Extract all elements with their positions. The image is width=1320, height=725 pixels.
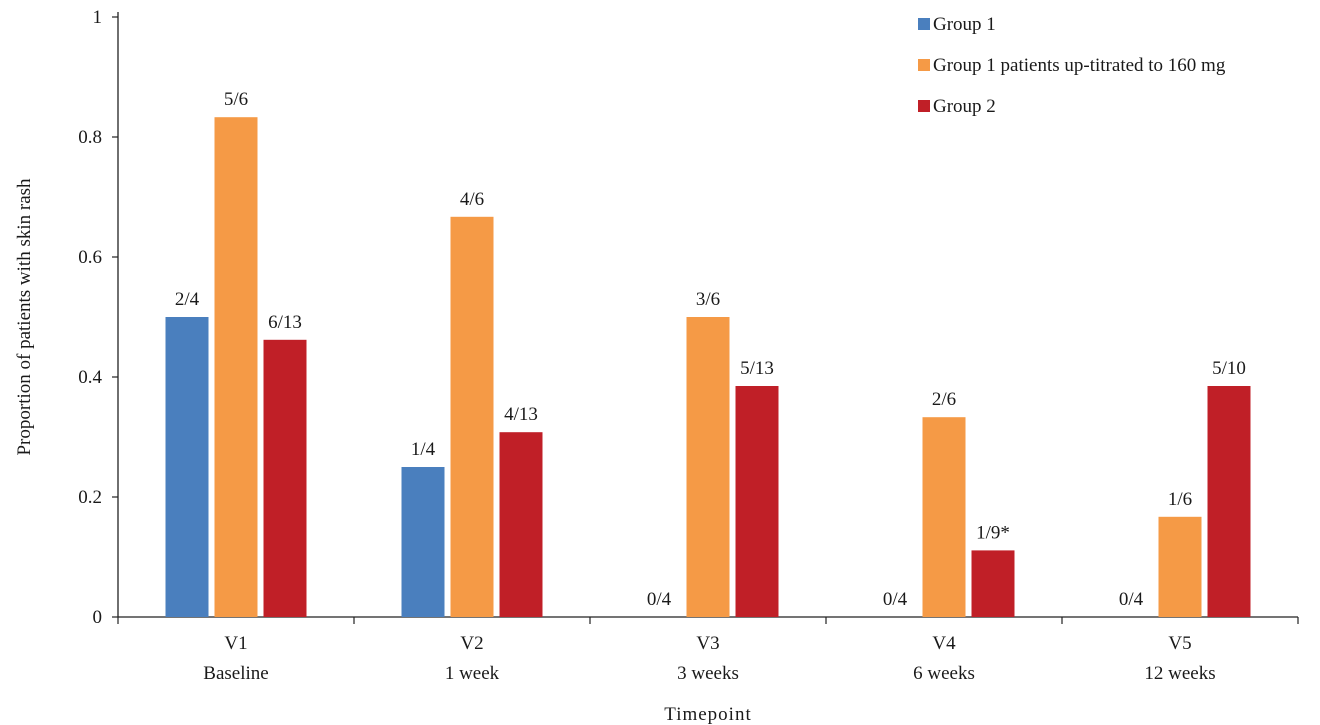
bar — [971, 550, 1015, 617]
data-label: 0/4 — [1119, 589, 1144, 610]
bar — [499, 432, 543, 617]
legend-label: Group 1 — [933, 14, 996, 35]
legend-swatch — [918, 100, 930, 112]
data-label: 5/10 — [1212, 358, 1246, 379]
legend-label: Group 1 patients up-titrated to 160 mg — [933, 55, 1226, 76]
x-category-sublabel: 6 weeks — [913, 663, 975, 684]
legend-swatch — [918, 18, 930, 30]
data-label: 5/6 — [224, 89, 248, 110]
x-category-label: V4 — [932, 633, 956, 654]
bars — [165, 117, 1251, 618]
bar — [214, 117, 258, 617]
y-tick-label: 0.4 — [78, 367, 102, 388]
data-label: 4/13 — [504, 404, 538, 425]
x-category-label: V1 — [224, 633, 247, 654]
x-category-sublabel: 3 weeks — [677, 663, 739, 684]
x-category-label: V5 — [1168, 633, 1191, 654]
x-category-label: V2 — [460, 633, 483, 654]
bar — [1207, 386, 1251, 617]
y-axis-title: Proportion of patients with skin rash — [14, 178, 35, 456]
bar — [401, 467, 445, 617]
x-axis-title: Timepoint — [664, 704, 752, 725]
x-category-sublabel: Baseline — [203, 663, 268, 684]
y-tick-label: 0.8 — [78, 127, 102, 148]
data-label: 1/6 — [1168, 489, 1192, 510]
bar — [922, 417, 966, 617]
legend-label: Group 2 — [933, 96, 996, 117]
data-label: 2/6 — [932, 389, 956, 410]
x-category-label: V3 — [696, 633, 719, 654]
bar — [735, 386, 779, 617]
bar — [686, 317, 730, 617]
y-tick-label: 0.2 — [78, 487, 102, 508]
y-tick-label: 0 — [93, 607, 103, 628]
data-label: 6/13 — [268, 312, 302, 333]
bar — [1158, 516, 1202, 617]
x-category-sublabel: 1 week — [445, 663, 500, 684]
data-label: 1/9* — [976, 522, 1010, 543]
data-label: 4/6 — [460, 189, 484, 210]
axes: 0 0.2 0.4 0.6 0.8 1 V1 Baseline V2 1 week V3 3 week… — [14, 7, 1299, 725]
data-label: 3/6 — [696, 289, 720, 310]
data-label: 0/4 — [647, 589, 672, 610]
bar — [263, 339, 307, 617]
y-tick-label: 1 — [93, 7, 103, 28]
labels: 2/4 5/6 6/13 1/4 4/6 4/13 0/4 3/6 5/13 0/4 2/6 1/9*… — [175, 89, 1246, 610]
y-tick-label: 0.6 — [78, 247, 102, 268]
bar — [450, 216, 494, 618]
bar — [165, 317, 209, 617]
legend: Group 1 Group 1 patients up-titrated to 1… — [918, 14, 1226, 117]
data-label: 2/4 — [175, 289, 200, 310]
data-label: 0/4 — [883, 589, 908, 610]
x-category-sublabel: 12 weeks — [1144, 663, 1215, 684]
data-label: 5/13 — [740, 358, 774, 379]
data-label: 1/4 — [411, 439, 436, 460]
legend-swatch — [918, 59, 930, 71]
